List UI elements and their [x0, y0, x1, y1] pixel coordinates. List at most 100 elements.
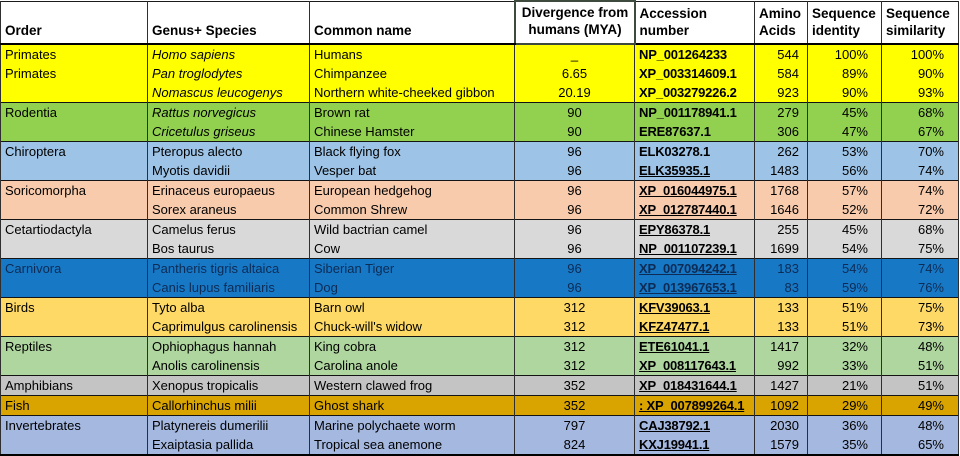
sequence-identity-cell: 47% [807, 122, 882, 142]
genus-species-cell: Camelus ferus [147, 219, 310, 239]
common-name-cell: European hedgehog [309, 180, 515, 200]
genus-species-cell: Homo sapiens [147, 43, 310, 64]
sequence-identity-cell: 36% [807, 415, 882, 435]
accession-link[interactable]: XP_013967653.1 [634, 278, 755, 298]
column-header-sequence-similarity: Sequence similarity [881, 1, 959, 45]
divergence-cell: 96 [514, 219, 635, 239]
genus-species-cell: Ophiophagus hannah [147, 336, 310, 356]
accession-cell: NP_001264233 [634, 43, 755, 64]
sequence-identity-cell: 45% [807, 102, 882, 122]
table-row: Caprimulgus carolinensis Chuck-will's wid… [0, 317, 959, 337]
divergence-cell: 6.65 [514, 64, 635, 83]
genus-species-cell: Pan troglodytes [147, 64, 310, 83]
sequence-identity-cell: 57% [807, 180, 882, 200]
common-name-cell: Tropical sea anemone [309, 435, 515, 455]
table-row: Chiroptera Pteropus alecto Black flying fo… [0, 141, 959, 161]
genus-species-cell: Exaiptasia pallida [147, 435, 310, 455]
divergence-cell: 96 [514, 239, 635, 259]
divergence-cell: 312 [514, 317, 635, 337]
accession-link[interactable]: : XP_007899264.1 [634, 395, 755, 416]
accession-link[interactable]: XP_008117643.1 [634, 356, 755, 376]
accession-link[interactable]: XP_012787440.1 [634, 200, 755, 220]
sequence-similarity-cell: 73% [881, 317, 959, 337]
sequence-similarity-cell: 74% [881, 258, 959, 278]
common-name-cell: Chinese Hamster [309, 122, 515, 142]
accession-link[interactable]: XP_018431644.1 [634, 375, 755, 396]
sequence-similarity-cell: 74% [881, 161, 959, 181]
sequence-identity-cell: 45% [807, 219, 882, 239]
table-row: Myotis davidii Vesper bat 96 ELK35935.1 148… [0, 161, 959, 181]
order-cell: Fish [0, 395, 148, 416]
accession-link[interactable]: KXJ19941.1 [634, 435, 755, 455]
divergence-cell: 90 [514, 102, 635, 122]
order-cell: Reptiles [0, 336, 148, 356]
amino-acids-cell: 584 [754, 64, 808, 83]
amino-acids-cell: 1646 [754, 200, 808, 220]
order-cell: Rodentia [0, 102, 148, 122]
amino-acids-cell: 1417 [754, 336, 808, 356]
sequence-identity-cell: 56% [807, 161, 882, 181]
sequence-identity-cell: 54% [807, 258, 882, 278]
amino-acids-cell: 1699 [754, 239, 808, 259]
accession-link[interactable]: EPY86378.1 [634, 219, 755, 239]
order-cell [0, 317, 148, 337]
amino-acids-cell: 923 [754, 83, 808, 103]
common-name-cell: Chimpanzee [309, 64, 515, 83]
accession-link[interactable]: CAJ38792.1 [634, 415, 755, 435]
sequence-similarity-cell: 90% [881, 64, 959, 83]
sequence-identity-cell: 100% [807, 43, 882, 64]
divergence-cell: 352 [514, 395, 635, 416]
accession-cell: ELK03278.1 [634, 141, 755, 161]
order-cell [0, 161, 148, 181]
column-header-divergence: Divergence from humans (MYA) [513, 0, 636, 45]
sequence-identity-cell: 29% [807, 395, 882, 416]
table-row: Fish Callorhinchus milii Ghost shark 352: X… [0, 395, 959, 416]
table-row: Exaiptasia pallida Tropical sea anemone 82… [0, 435, 959, 455]
accession-link[interactable]: KFV39063.1 [634, 297, 755, 317]
accession-link[interactable]: ELK35935.1 [634, 161, 755, 181]
sequence-similarity-cell: 74% [881, 180, 959, 200]
common-name-cell: Dog [309, 278, 515, 298]
common-name-cell: Ghost shark [309, 395, 515, 416]
table-row: Nomascus leucogenys Northern white-cheeke… [0, 83, 959, 103]
common-name-cell: Marine polychaete worm [309, 415, 515, 435]
divergence-cell: 96 [514, 180, 635, 200]
sequence-similarity-cell: 68% [881, 102, 959, 122]
sequence-identity-cell: 54% [807, 239, 882, 259]
genus-species-cell: Platynereis dumerilii [147, 415, 310, 435]
accession-link[interactable]: ETE61041.1 [634, 336, 755, 356]
common-name-cell: Chuck-will's widow [309, 317, 515, 337]
genus-species-cell: Xenopus tropicalis [147, 375, 310, 396]
divergence-cell: _ [514, 43, 635, 64]
amino-acids-cell: 133 [754, 297, 808, 317]
sequence-similarity-cell: 67% [881, 122, 959, 142]
accession-cell: XP_003314609.1 [634, 64, 755, 83]
accession-link[interactable]: KFZ47477.1 [634, 317, 755, 337]
accession-link[interactable]: XP_007094242.1 [634, 258, 755, 278]
amino-acids-cell: 1092 [754, 395, 808, 416]
genus-species-cell: Erinaceus europaeus [147, 180, 310, 200]
table-row: Birds Tyto alba Barn owl 312 KFV39063.1 133 51… [0, 297, 959, 317]
amino-acids-cell: 544 [754, 43, 808, 64]
table-row: Invertebrates Platynereis dumerilii Marine… [0, 415, 959, 435]
table-row: Canis lupus familiaris Dog 96 XP_013967653.… [0, 278, 959, 298]
amino-acids-cell: 306 [754, 122, 808, 142]
divergence-cell: 312 [514, 336, 635, 356]
table-row: Cricetulus griseus Chinese Hamster 90 ERE87… [0, 122, 959, 142]
divergence-cell: 90 [514, 122, 635, 142]
sequence-identity-cell: 35% [807, 435, 882, 455]
table-row: Primates Pan troglodytes Chimpanzee 6.65 XP_… [0, 64, 959, 83]
common-name-cell: Brown rat [309, 102, 515, 122]
table-row: Soricomorpha Erinaceus europaeus European … [0, 180, 959, 200]
sequence-identity-cell: 59% [807, 278, 882, 298]
sequence-similarity-cell: 93% [881, 83, 959, 103]
divergence-cell: 797 [514, 415, 635, 435]
accession-link[interactable]: NP_001107239.1 [634, 239, 755, 259]
accession-link[interactable]: XP_016044975.1 [634, 180, 755, 200]
order-cell [0, 278, 148, 298]
divergence-cell: 20.19 [514, 83, 635, 103]
header-row: Order Genus+ Species Common name Diverge… [0, 0, 959, 45]
sequence-similarity-cell: 76% [881, 278, 959, 298]
